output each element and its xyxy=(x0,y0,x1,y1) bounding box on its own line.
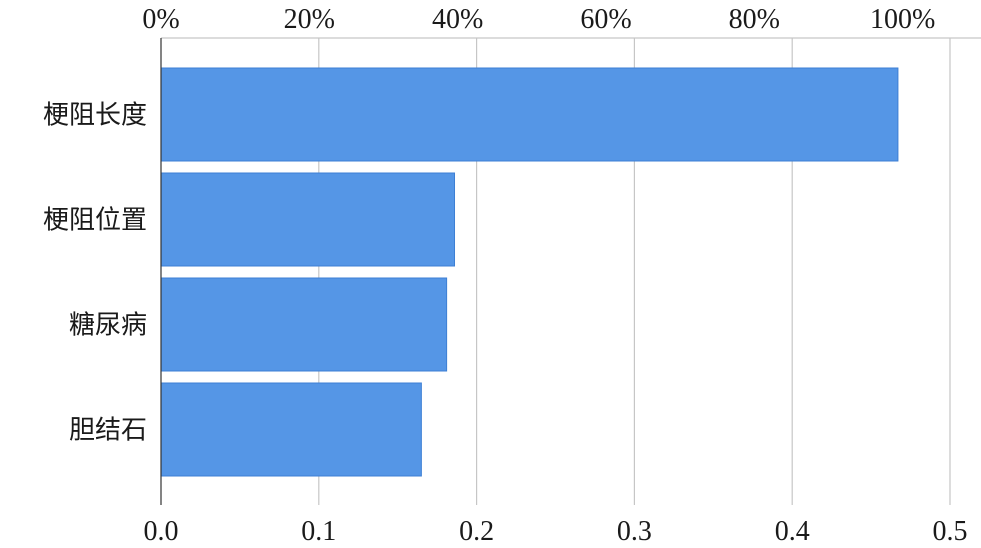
top-tick-label: 0% xyxy=(142,4,179,35)
x-tick-label: 0.3 xyxy=(617,516,652,547)
category-label: 胆结石 xyxy=(69,416,147,446)
x-tick-label: 0.1 xyxy=(301,516,336,547)
bar xyxy=(160,277,448,372)
bottom-axis-tick-labels: 0.0 0.1 0.2 0.3 0.4 0.5 xyxy=(144,516,968,547)
axes xyxy=(160,37,981,505)
bar xyxy=(160,67,899,162)
bars xyxy=(160,67,899,477)
top-axis-tick-labels: 0% 20% 40% 60% 80% 100% xyxy=(142,4,935,35)
top-tick-label: 40% xyxy=(432,4,483,35)
top-tick-label: 60% xyxy=(580,4,631,35)
bar xyxy=(160,172,456,267)
category-label: 糖尿病 xyxy=(69,311,147,341)
category-label: 梗阻位置 xyxy=(43,206,147,236)
x-tick-label: 0.5 xyxy=(933,516,968,547)
x-tick-label: 0.2 xyxy=(459,516,494,547)
category-label: 梗阻长度 xyxy=(43,101,147,131)
x-tick-label: 0.0 xyxy=(144,516,179,547)
top-tick-label: 80% xyxy=(729,4,780,35)
bar xyxy=(160,382,422,477)
top-tick-label: 100% xyxy=(870,4,935,35)
top-tick-label: 20% xyxy=(284,4,335,35)
x-tick-label: 0.4 xyxy=(775,516,810,547)
